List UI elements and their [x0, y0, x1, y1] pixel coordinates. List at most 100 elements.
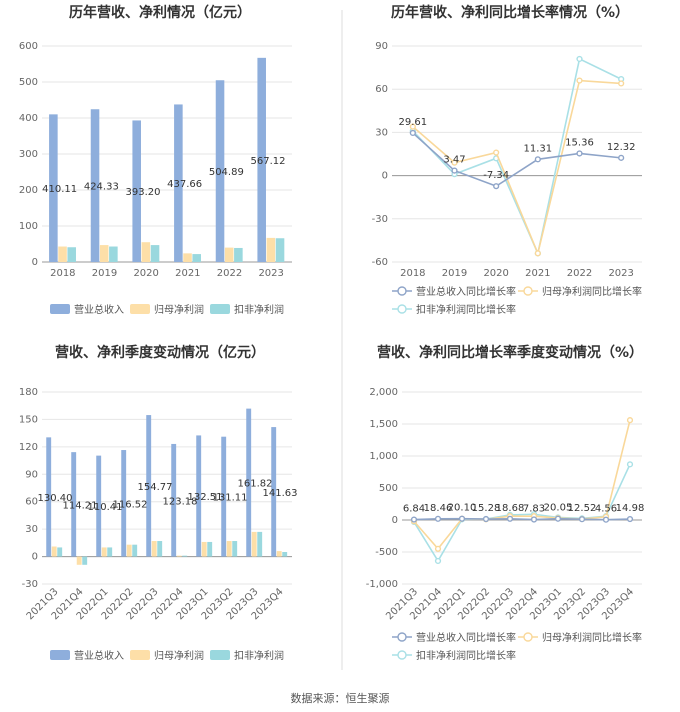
bar-data-label: 110.41 — [88, 502, 123, 513]
bar-revenue — [96, 455, 102, 557]
line-point — [534, 156, 541, 163]
bar-deducted-net-profit — [207, 541, 213, 557]
legend-marker — [397, 304, 407, 314]
x-tick-label: 2021 — [175, 268, 200, 279]
bar-data-label: 141.63 — [263, 488, 298, 499]
bar-net-profit — [224, 247, 234, 262]
bar-net-profit — [183, 253, 192, 262]
bar-deducted-net-profit — [150, 245, 160, 262]
line-point — [618, 154, 625, 161]
y-tick-label: 2,000 — [369, 387, 398, 398]
bar-deducted-net-profit — [132, 544, 138, 557]
x-tick-label: 2018 — [50, 268, 75, 279]
bar-deducted-net-profit — [67, 247, 76, 262]
bar-net-profit — [99, 245, 109, 262]
bar-revenue — [246, 408, 252, 557]
legend-marker — [523, 632, 533, 642]
bar-deducted-net-profit — [109, 246, 118, 262]
bar-data-label: 123.18 — [163, 496, 198, 507]
bar-revenue — [174, 104, 183, 262]
legend-swatch — [50, 304, 70, 314]
chart-title: 历年营收、净利同比增长率情况（%） — [391, 4, 629, 21]
legend-label: 归母净利润 — [154, 649, 204, 662]
bar-data-label: 114.21 — [63, 500, 98, 511]
line-point — [626, 461, 634, 468]
y-tick-label: -500 — [375, 547, 398, 558]
y-tick-label: -30 — [372, 214, 388, 225]
legend-marker — [397, 632, 407, 642]
x-tick-label: 2022 — [567, 268, 592, 279]
line-point — [578, 516, 586, 523]
chart-title: 营收、净利季度变动情况（亿元） — [55, 344, 265, 361]
y-tick-label: 60 — [25, 497, 38, 508]
bar-net-profit — [251, 531, 257, 557]
line-point — [626, 515, 634, 523]
legend-label: 归母净利润同比增长率 — [542, 631, 642, 644]
bar-net-profit — [176, 555, 182, 557]
bar-data-label: 424.33 — [84, 182, 119, 193]
bar-revenue — [121, 450, 127, 557]
line-point — [434, 545, 442, 552]
bar-revenue — [132, 120, 141, 262]
line-data-label: 20.10 — [448, 503, 477, 514]
line-point — [434, 557, 442, 565]
line-data-label: 12.32 — [607, 142, 636, 153]
bar-revenue — [90, 109, 100, 262]
line-data-label: 11.31 — [524, 143, 553, 154]
line-point — [618, 80, 625, 87]
bar-data-label: 154.77 — [138, 482, 173, 493]
legend-label: 营业总收入同比增长率 — [416, 631, 516, 644]
legend-marker — [397, 650, 407, 660]
bar-net-profit — [76, 556, 82, 565]
line-net-profit-growth — [412, 79, 622, 256]
x-tick-label: 2020 — [483, 268, 508, 279]
line-data-label: 12.52 — [568, 503, 597, 514]
y-tick-label: 30 — [375, 127, 388, 138]
bar-revenue — [221, 436, 227, 557]
chart-title: 营收、净利同比增长率季度变动情况（%） — [377, 344, 643, 361]
line-point — [409, 129, 416, 137]
bar-net-profit — [126, 544, 132, 557]
x-tick-label: 2018 — [400, 268, 425, 279]
legend-label: 归母净利润 — [154, 303, 204, 316]
line-data-label: 6.84 — [403, 504, 425, 515]
bar-data-label: 131.11 — [213, 493, 248, 504]
line-deducted-profit-growth — [412, 57, 622, 256]
line-point — [410, 516, 418, 523]
y-tick-label: 400 — [19, 113, 38, 124]
y-tick-label: 500 — [19, 77, 38, 88]
y-tick-label: 100 — [19, 221, 38, 232]
x-tick-label: 2019 — [442, 268, 467, 279]
line-point — [576, 150, 583, 157]
bar-data-label: 567.12 — [251, 156, 286, 167]
legend-marker — [397, 286, 407, 296]
y-tick-label: 300 — [19, 149, 38, 160]
bar-revenue — [49, 114, 58, 262]
y-tick-label: 30 — [25, 524, 38, 535]
bar-deducted-net-profit — [107, 547, 113, 557]
line-point — [493, 183, 500, 190]
bar-deducted-net-profit — [257, 531, 263, 557]
bar-net-profit — [51, 546, 57, 557]
line-data-label: 18.68 — [496, 503, 525, 514]
bar-net-profit — [141, 242, 151, 262]
y-tick-label: 0 — [392, 515, 398, 526]
legend-swatch — [130, 304, 150, 314]
bar-deducted-net-profit — [57, 547, 63, 557]
line-point — [434, 515, 442, 522]
line-data-label: 18.46 — [424, 503, 453, 514]
y-tick-label: -60 — [372, 257, 388, 268]
bar-net-profit — [276, 551, 282, 557]
line-data-label: 3.47 — [443, 155, 465, 166]
line-point — [534, 250, 541, 257]
legend-label: 扣非净利润 — [234, 649, 284, 662]
chart-title: 历年营收、净利情况（亿元） — [69, 4, 251, 21]
bar-data-label: 116.52 — [113, 499, 148, 510]
bar-net-profit — [266, 237, 276, 262]
line-revenue-growth — [412, 132, 622, 188]
line-point — [493, 149, 500, 156]
bar-deducted-net-profit — [275, 238, 285, 262]
bar-revenue — [71, 452, 77, 557]
line-point — [576, 77, 583, 84]
y-tick-label: 120 — [19, 442, 38, 453]
